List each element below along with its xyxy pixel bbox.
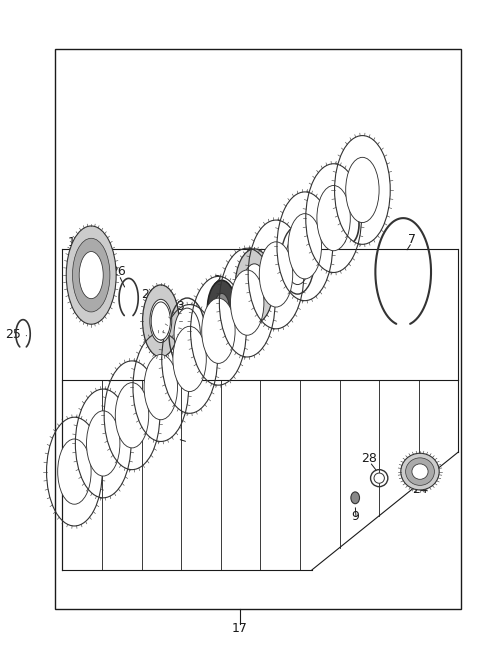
Ellipse shape <box>286 236 310 284</box>
Text: 17: 17 <box>232 622 248 635</box>
Ellipse shape <box>86 411 120 476</box>
Text: 19: 19 <box>68 236 84 249</box>
Circle shape <box>351 492 360 504</box>
Text: 26: 26 <box>110 265 125 278</box>
Text: 24: 24 <box>412 483 428 496</box>
Ellipse shape <box>150 299 172 343</box>
Ellipse shape <box>72 238 110 312</box>
Ellipse shape <box>207 280 236 338</box>
Ellipse shape <box>346 157 379 223</box>
Ellipse shape <box>144 354 178 420</box>
Text: 21: 21 <box>245 253 260 266</box>
Ellipse shape <box>202 298 235 364</box>
Text: 23: 23 <box>169 300 184 313</box>
Text: 25: 25 <box>5 328 22 341</box>
Text: 2: 2 <box>214 274 221 287</box>
Ellipse shape <box>174 308 200 360</box>
Ellipse shape <box>115 383 149 448</box>
Ellipse shape <box>374 473 384 483</box>
Text: 9: 9 <box>351 510 359 523</box>
Ellipse shape <box>406 458 434 485</box>
Text: 29: 29 <box>348 191 363 204</box>
Ellipse shape <box>151 302 170 340</box>
Ellipse shape <box>143 285 179 357</box>
Ellipse shape <box>214 293 229 325</box>
Text: 18: 18 <box>288 227 305 240</box>
Ellipse shape <box>243 264 266 309</box>
Ellipse shape <box>412 464 428 479</box>
Text: 20: 20 <box>141 288 157 301</box>
Ellipse shape <box>58 439 91 504</box>
Ellipse shape <box>79 252 103 299</box>
Text: 7: 7 <box>408 233 416 246</box>
Ellipse shape <box>235 249 274 324</box>
Ellipse shape <box>173 326 206 392</box>
Ellipse shape <box>401 453 439 490</box>
Ellipse shape <box>317 185 350 251</box>
Ellipse shape <box>259 242 293 307</box>
Ellipse shape <box>288 214 322 279</box>
Ellipse shape <box>230 270 264 335</box>
Ellipse shape <box>66 226 116 324</box>
Text: 28: 28 <box>360 452 377 465</box>
Bar <box>55 49 461 609</box>
